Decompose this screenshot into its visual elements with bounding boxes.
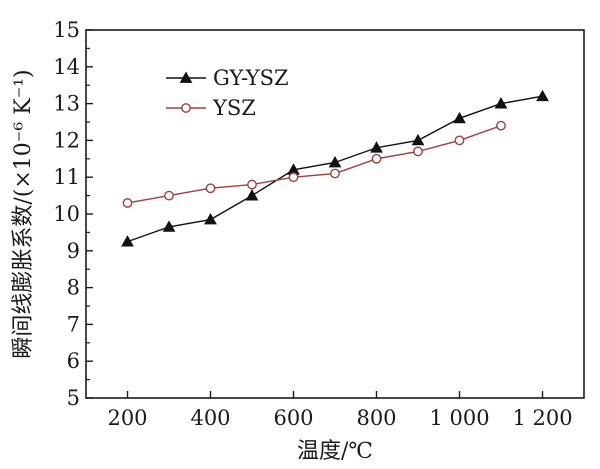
x-tick-label: 1 200 [512, 406, 572, 430]
legend-label: YSZ [212, 96, 256, 120]
x-tick-label: 1 000 [429, 406, 489, 430]
data-point [122, 198, 133, 208]
x-axis-title: 温度/℃ [297, 439, 373, 464]
series-layer [121, 89, 549, 247]
y-axis-title: 瞬间线膨胀系数/(×10⁻⁶ K⁻¹) [11, 69, 36, 358]
data-point [413, 146, 423, 157]
y-tick-label: 5 [67, 386, 80, 410]
data-point [330, 168, 340, 179]
data-point [245, 189, 259, 201]
x-tick-label: 600 [273, 406, 313, 430]
series-ysz [122, 120, 506, 208]
y-tick-label: 10 [53, 202, 80, 226]
legend-label: GY-YSZ [213, 66, 289, 90]
x-tick-label: 400 [190, 406, 230, 430]
y-tick-label: 13 [53, 92, 80, 116]
series-gy-ysz [121, 89, 549, 247]
legend-item: GY-YSZ [166, 66, 289, 90]
data-point [453, 111, 466, 124]
data-point [536, 89, 549, 102]
legend-marker [181, 103, 191, 113]
data-point [164, 190, 174, 201]
data-point [162, 220, 176, 232]
x-tick-label: 800 [356, 406, 396, 430]
legend-item: YSZ [166, 96, 256, 120]
data-point [205, 183, 216, 194]
y-axis-ticks: 5 6 7 8 9 10 11 12 13 14 15 [53, 18, 93, 410]
y-tick-label: 8 [67, 276, 80, 300]
data-point [411, 133, 425, 146]
plot-frame [85, 29, 585, 399]
y-tick-label: 12 [53, 128, 80, 152]
y-tick-label: 14 [53, 55, 80, 79]
legend: GY-YSZ YSZ [166, 66, 289, 120]
data-point [496, 120, 506, 131]
data-point [328, 155, 342, 168]
data-point [288, 172, 299, 183]
y-tick-label: 11 [53, 165, 80, 189]
x-tick-label: 200 [107, 406, 147, 430]
x-axis-ticks: 200 400 600 800 1 000 1 200 [107, 391, 573, 430]
data-point [494, 97, 508, 109]
data-point [370, 141, 383, 153]
data-point [247, 179, 257, 190]
y-tick-label: 6 [67, 349, 80, 373]
data-point [121, 235, 134, 247]
series-line [127, 125, 502, 204]
data-point [454, 135, 465, 146]
y-tick-label: 9 [67, 239, 80, 263]
y-tick-label: 15 [53, 18, 80, 42]
data-point [204, 212, 217, 225]
data-point [371, 153, 382, 164]
y-tick-label: 7 [67, 312, 80, 336]
legend-marker [179, 71, 193, 83]
